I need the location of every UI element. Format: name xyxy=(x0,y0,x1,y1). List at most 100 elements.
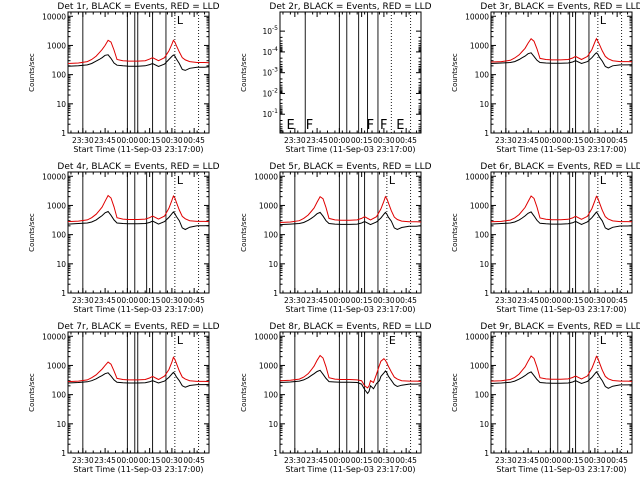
ytick-label: 10 xyxy=(268,420,278,429)
xtick-label: 23:45 xyxy=(94,456,116,465)
xtick-label: 23:30 xyxy=(495,296,517,305)
xtick-label: 00:15 xyxy=(139,136,161,145)
flag-marker: F xyxy=(367,118,374,133)
panel-det-6: Det 6r, BLACK = Events, RED = LLD 1 10 100 1… xyxy=(451,162,640,314)
ytick-label: 1000 xyxy=(259,201,278,210)
ytick-label: 1 xyxy=(484,449,489,458)
ytick-superscript: -4 xyxy=(272,46,278,53)
ytick-label: 1 xyxy=(484,129,489,138)
plot-frame xyxy=(490,171,633,294)
ytick-label: 1 xyxy=(273,289,278,298)
xtick-label: 00:00 xyxy=(329,296,351,305)
xtick-label: 00:15 xyxy=(139,456,161,465)
x-axis-label: Start Time (11-Sep-03 23:17:00) xyxy=(285,145,415,154)
xtick-label: 23:30 xyxy=(72,136,94,145)
series-lld-line xyxy=(490,37,633,63)
xtick-label: 23:30 xyxy=(495,136,517,145)
y-axis-label: Counts/sec xyxy=(451,373,459,412)
ytick-label: 10000 xyxy=(465,332,489,341)
panel-title: Det 5r, BLACK = Events, RED = LLD xyxy=(269,162,431,172)
y-axis-label: Counts/sec xyxy=(240,213,248,252)
panel-title: Det 4r, BLACK = Events, RED = LLD xyxy=(57,162,219,172)
flag-marker: E xyxy=(389,334,396,347)
xtick-label: 00:00 xyxy=(329,136,351,145)
ytick-label: 100 xyxy=(52,71,67,80)
series-lld-line xyxy=(490,355,633,382)
x-axis-label: Start Time (11-Sep-03 23:17:00) xyxy=(496,305,626,314)
plot-frame xyxy=(67,331,210,454)
y-axis-label: Counts/sec xyxy=(28,53,36,92)
ytick-label: 100 xyxy=(264,391,279,400)
panel-title: Det 9r, BLACK = Events, RED = LLD xyxy=(480,322,640,332)
xtick-label: 00:15 xyxy=(562,456,584,465)
xtick-label: 00:15 xyxy=(562,296,584,305)
ytick-label: 1 xyxy=(61,289,66,298)
x-axis-label: Start Time (11-Sep-03 23:17:00) xyxy=(496,465,626,474)
ytick-label: 1 xyxy=(484,289,489,298)
x-axis-label: Start Time (11-Sep-03 23:17:00) xyxy=(285,305,415,314)
y-axis-label: Counts/sec xyxy=(28,373,36,412)
ytick-label: 10 xyxy=(56,100,66,109)
panel-title: Det 8r, BLACK = Events, RED = LLD xyxy=(269,322,431,332)
plot-frame xyxy=(490,11,633,134)
plot-frame xyxy=(67,11,210,134)
ytick-label: 10000 xyxy=(42,332,66,341)
ytick-label: 10 xyxy=(262,89,272,98)
xtick-label: 00:45 xyxy=(606,456,628,465)
plot-frame xyxy=(279,11,422,134)
panel-det-9: Det 9r, BLACK = Events, RED = LLD 1 10 100 1… xyxy=(451,322,640,474)
series-lld-line xyxy=(67,194,210,223)
xtick-label: 23:30 xyxy=(495,456,517,465)
flag-marker: L xyxy=(177,14,184,27)
series-lld-line xyxy=(279,354,422,389)
panel-title: Det 2r, BLACK = Events, RED = LLD xyxy=(269,2,431,12)
y-axis-label: Counts/sec xyxy=(240,53,248,92)
ytick-label: 100 xyxy=(475,231,490,240)
xtick-label: 00:30 xyxy=(373,136,395,145)
panel-det-1: Det 1r, BLACK = Events, RED = LLD 1 10 100 1… xyxy=(28,2,220,154)
panel-det-8: Det 8r, BLACK = Events, RED = LLD 1 10 100 1… xyxy=(240,322,432,474)
ytick-label: 10000 xyxy=(254,332,278,341)
xtick-label: 00:30 xyxy=(584,456,606,465)
ytick-label: 10 xyxy=(479,420,489,429)
plot-frame xyxy=(67,171,210,294)
xtick-label: 00:00 xyxy=(540,456,562,465)
panel-title: Det 3r, BLACK = Events, RED = LLD xyxy=(480,2,640,12)
ytick-superscript: -1 xyxy=(272,108,278,115)
ytick-label: 10000 xyxy=(42,172,66,181)
ytick-label: 1000 xyxy=(47,201,66,210)
ytick-label: 100 xyxy=(475,391,490,400)
ytick-label: 1 xyxy=(61,449,66,458)
ytick-superscript: -2 xyxy=(272,87,278,94)
ytick-label: 10000 xyxy=(465,172,489,181)
xtick-label: 00:30 xyxy=(161,136,183,145)
x-axis-label: Start Time (11-Sep-03 23:17:00) xyxy=(73,305,203,314)
xtick-label: 23:30 xyxy=(284,136,306,145)
ytick-label: 1000 xyxy=(470,201,489,210)
ytick-label: 10000 xyxy=(465,12,489,21)
xtick-label: 00:45 xyxy=(395,136,417,145)
series-events-line xyxy=(490,371,633,389)
ytick-label: 1 xyxy=(61,129,66,138)
panel-det-3: Det 3r, BLACK = Events, RED = LLD 1 10 100 1… xyxy=(451,2,640,154)
ytick-label: 10 xyxy=(56,260,66,269)
series-events-line xyxy=(490,211,633,231)
xtick-label: 00:00 xyxy=(117,456,139,465)
xtick-label: 00:15 xyxy=(351,136,373,145)
ytick-label: 1000 xyxy=(470,361,489,370)
flag-marker: L xyxy=(600,334,607,347)
plot-frame xyxy=(490,331,633,454)
series-events-line xyxy=(490,52,633,69)
xtick-label: 00:00 xyxy=(540,136,562,145)
xtick-label: 23:30 xyxy=(72,456,94,465)
xtick-label: 00:15 xyxy=(351,456,373,465)
xtick-label: 23:45 xyxy=(94,136,116,145)
xtick-label: 00:00 xyxy=(540,296,562,305)
series-events-line xyxy=(67,371,210,388)
flag-marker: L xyxy=(389,174,396,187)
flag-marker: L xyxy=(600,14,607,27)
ytick-label: 10000 xyxy=(254,172,278,181)
flag-marker: E xyxy=(396,118,404,133)
series-events-line xyxy=(67,54,210,71)
